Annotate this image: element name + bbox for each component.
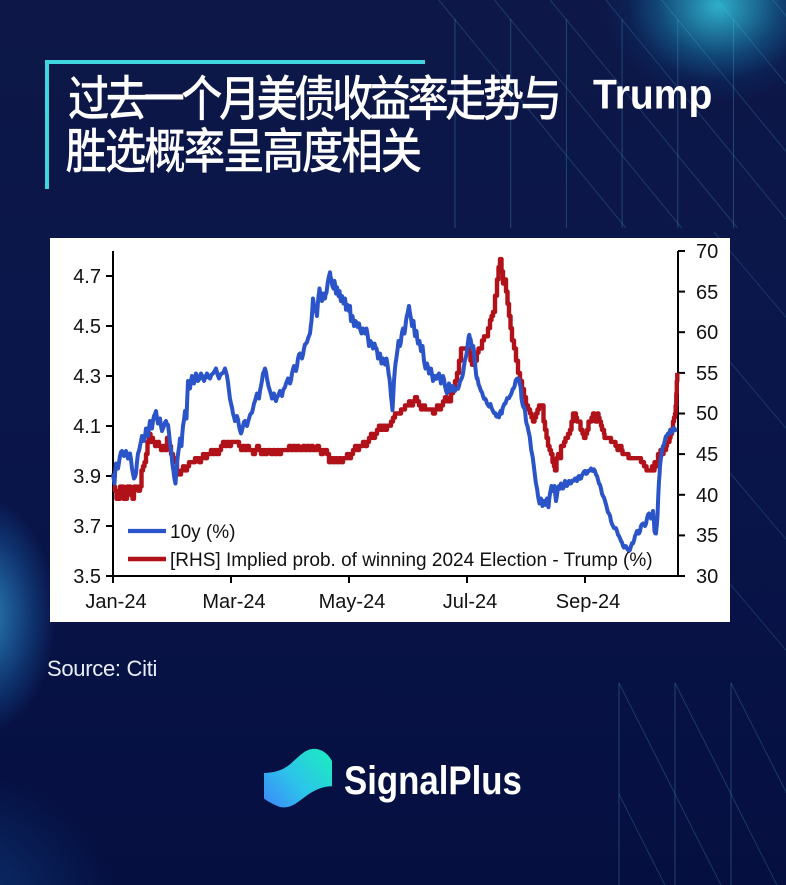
- svg-text:Jan-24: Jan-24: [85, 591, 146, 613]
- svg-text:4.3: 4.3: [73, 366, 101, 388]
- svg-text:Sep-24: Sep-24: [556, 591, 621, 613]
- svg-text:55: 55: [696, 363, 718, 385]
- svg-text:[RHS] Implied prob. of winning: [RHS] Implied prob. of winning 2024 Elec…: [170, 550, 653, 571]
- svg-text:35: 35: [696, 525, 718, 547]
- svg-text:45: 45: [696, 444, 718, 466]
- svg-text:4.7: 4.7: [73, 266, 101, 288]
- svg-text:Jul-24: Jul-24: [443, 591, 497, 613]
- svg-text:3.5: 3.5: [73, 566, 101, 588]
- svg-text:10y (%): 10y (%): [170, 522, 235, 543]
- svg-text:30: 30: [696, 566, 718, 588]
- svg-text:50: 50: [696, 403, 718, 425]
- svg-text:40: 40: [696, 485, 718, 507]
- svg-text:4.5: 4.5: [73, 316, 101, 338]
- svg-text:4.1: 4.1: [73, 416, 101, 438]
- svg-text:Mar-24: Mar-24: [202, 591, 265, 613]
- svg-text:May-24: May-24: [319, 591, 386, 613]
- svg-text:60: 60: [696, 322, 718, 344]
- svg-text:Trump: Trump: [593, 70, 712, 118]
- svg-text:3.9: 3.9: [73, 466, 101, 488]
- svg-text:65: 65: [696, 282, 718, 304]
- svg-text:70: 70: [696, 241, 718, 263]
- svg-text:3.7: 3.7: [73, 516, 101, 538]
